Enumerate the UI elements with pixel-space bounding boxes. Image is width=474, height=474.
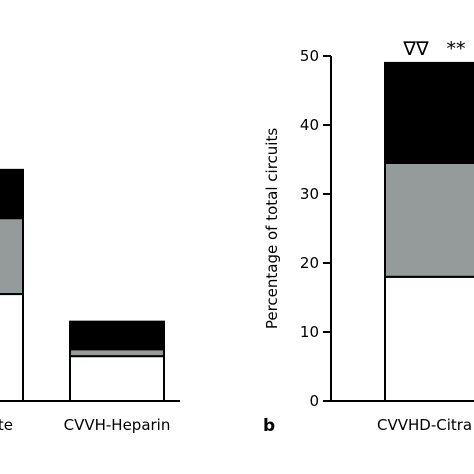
y-axis-title-b: Percentage of total circuits xyxy=(263,128,281,329)
y-tick-label-b-5: 50 xyxy=(300,47,319,65)
category-label-a-1: CVVH-Heparin xyxy=(64,416,171,434)
y-tick-label-b-2: 20 xyxy=(300,254,319,272)
significance-marker-1: ** xyxy=(447,38,466,60)
bar-a-0-segment-0 xyxy=(0,293,24,402)
bar-b-0-segment-0 xyxy=(384,275,474,402)
y-tick-label-b-4: 40 xyxy=(300,116,319,134)
category-label-a-0: trate xyxy=(0,416,13,434)
panel-letter-b: b xyxy=(263,416,275,436)
y-tick-label-b-1: 10 xyxy=(300,323,319,341)
y-tick-label-b-3: 30 xyxy=(300,185,319,203)
bar-a-1-segment-0 xyxy=(69,355,165,402)
panel-b: 0 10 20 30 40 50 Percentage of total circuits C… xyxy=(263,38,474,436)
significance-marker-0: ∇∇ xyxy=(402,38,429,60)
bar-a-0-segment-1 xyxy=(0,217,24,296)
bar-a-0-segment-2 xyxy=(0,168,24,220)
y-tick-label-b-0: 0 xyxy=(309,392,319,410)
bar-b-0-segment-1 xyxy=(384,161,474,278)
category-label-b-0: CVVHD-Citra xyxy=(377,416,472,434)
bar-b-0-segment-2 xyxy=(384,61,474,164)
bar-a-1-segment-2 xyxy=(69,320,165,351)
panel-a: trate CVVH-Heparin xyxy=(0,168,180,434)
bar-a-1-segment-1 xyxy=(69,348,165,358)
